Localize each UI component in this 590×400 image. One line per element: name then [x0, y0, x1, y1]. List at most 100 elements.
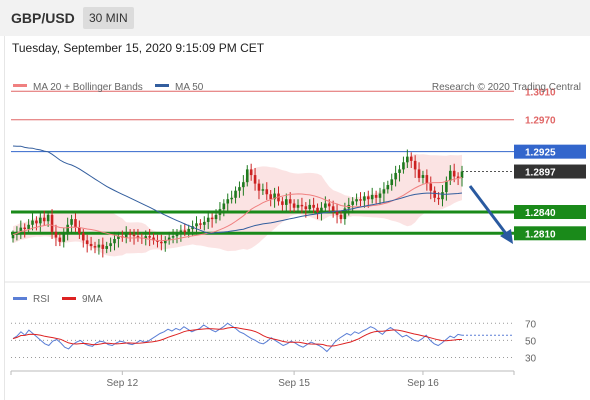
candle-body: [304, 206, 308, 210]
candle-body: [105, 246, 109, 249]
candle-body: [206, 217, 210, 222]
candle-body: [425, 175, 429, 184]
candle-body: [167, 237, 171, 241]
candle-body: [413, 160, 417, 170]
candle-body: [136, 236, 140, 238]
candle-body: [74, 219, 77, 228]
rsi-tick-70: 70: [525, 319, 537, 330]
candle-body: [273, 193, 276, 200]
candle-body: [448, 170, 452, 181]
candle-body: [288, 199, 292, 204]
moving-averages: [12, 145, 463, 242]
level-label-1.3010: 1.3010: [525, 87, 556, 98]
level-badge-1.2840: [514, 205, 586, 219]
rsi-tick-30: 30: [525, 353, 537, 364]
candle-body: [19, 227, 23, 232]
candle-body: [85, 240, 89, 244]
candle-body: [218, 209, 222, 215]
candle-body: [351, 201, 354, 205]
candle-body: [331, 206, 335, 211]
level-label-1.2897: 1.2897: [525, 168, 556, 179]
candle-body: [144, 236, 148, 239]
ma50-legend-label: MA 50: [175, 82, 204, 93]
ma50-legend-swatch: [155, 84, 169, 87]
candle-body: [132, 234, 136, 237]
candle-body: [81, 233, 85, 241]
forecast-arrow: [468, 185, 513, 244]
candle-body: [195, 223, 198, 227]
candle-body: [363, 196, 366, 201]
credit-label: Research © 2020 Trading Central: [432, 82, 581, 93]
ma20-line: [12, 177, 463, 242]
candle-body: [210, 217, 214, 220]
level-lines: 1.3010 1.2970 1.2925 1.2897 1.2840 1.2810: [11, 87, 586, 241]
candle-body: [23, 227, 27, 230]
candle-body: [253, 175, 257, 184]
candle-body: [203, 221, 206, 225]
candle-body: [327, 203, 331, 207]
candle-body: [171, 236, 175, 238]
rsi-panel: 70 50 30: [11, 319, 537, 364]
candle-body: [97, 244, 101, 248]
candle-body: [156, 240, 159, 242]
candle-body: [113, 238, 116, 244]
candle-body: [312, 204, 315, 208]
candle-body: [382, 189, 386, 194]
candle-body: [281, 201, 284, 205]
candle-body: [343, 208, 347, 220]
level-label-1.2840: 1.2840: [525, 208, 556, 219]
candle-body: [93, 246, 97, 248]
x-tick-label: Sep 12: [106, 378, 138, 389]
candle-body: [292, 203, 296, 208]
candle-body: [50, 214, 54, 232]
candle-body: [66, 224, 69, 234]
candle-body: [117, 236, 120, 239]
candle-body: [320, 207, 323, 212]
candle-body: [359, 199, 362, 201]
x-axis-ticks: Sep 12 Sep 15 Sep 16: [10, 371, 515, 389]
rsi-ma-line: [12, 327, 462, 347]
candle-body: [78, 227, 81, 234]
symbol-label: GBP/USD: [11, 10, 75, 26]
candle-body: [249, 169, 253, 176]
candle-body: [285, 199, 288, 205]
bollinger-fill: [13, 153, 462, 257]
chart-header: GBP/USD 30 MIN: [0, 0, 590, 36]
candle-body: [324, 203, 327, 208]
candle-body: [175, 233, 179, 237]
candle-body: [433, 190, 436, 198]
candle-body: [257, 183, 261, 191]
timeframe-button[interactable]: 30 MIN: [83, 7, 134, 29]
candle-body: [42, 217, 46, 222]
candle-body: [245, 169, 249, 183]
level-label-1.2810: 1.2810: [525, 229, 556, 240]
rsi-ma-legend-swatch: [62, 297, 76, 300]
candle-body: [429, 183, 433, 191]
candle-body: [460, 171, 464, 178]
candle-body: [355, 199, 358, 202]
candle-body: [378, 193, 382, 198]
candle-body: [402, 162, 405, 170]
candle-body: [89, 243, 93, 247]
rsi-tick-50: 50: [525, 336, 537, 347]
candle-body: [222, 203, 226, 210]
candle-body: [269, 194, 272, 200]
rsi-line: [12, 322, 463, 353]
candle-body: [445, 180, 448, 193]
candle-body: [11, 234, 15, 239]
candle-body: [35, 220, 38, 224]
ma20-legend-label: MA 20 + Bollinger Bands: [33, 82, 143, 93]
candle-body: [183, 230, 187, 232]
rsi-legend-swatch: [13, 297, 27, 300]
candle-body: [152, 237, 155, 241]
candle-body: [398, 169, 401, 173]
candle-body: [386, 185, 390, 190]
candle-body: [409, 156, 413, 161]
rsi-ma-legend-label: 9MA: [82, 294, 103, 305]
candle-body: [421, 175, 425, 178]
candle-body: [109, 243, 112, 247]
candle-body: [238, 187, 241, 191]
rsi-legend-label: RSI: [33, 294, 50, 305]
candle-body: [335, 210, 339, 215]
